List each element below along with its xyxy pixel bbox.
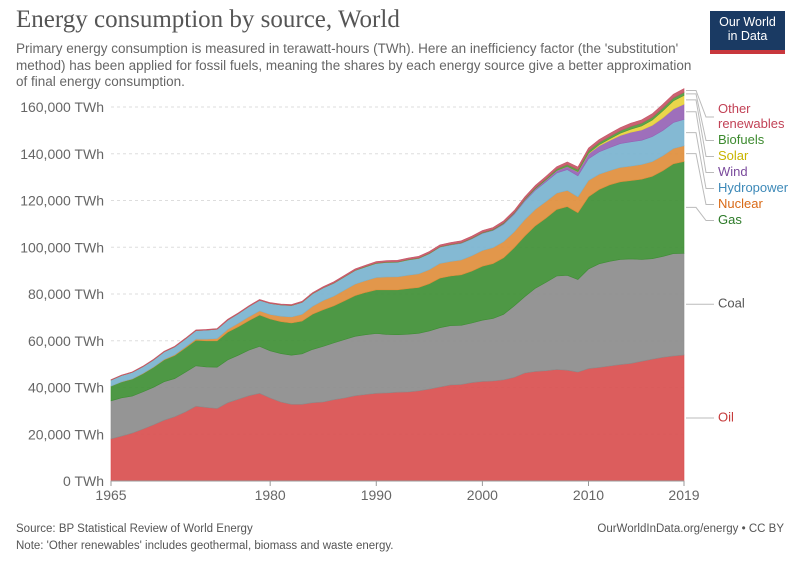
label-leader-hydropower	[686, 132, 714, 189]
y-axis-ticks: 0 TWh 20,000 TWh 40,000 TWh 60,000 TWh 80,00…	[20, 99, 104, 489]
label-leader-other-renewables	[686, 90, 714, 118]
y-tick-label: 120,000 TWh	[20, 193, 104, 209]
y-tick-label: 100,000 TWh	[20, 239, 104, 255]
area-other-renewables[interactable]	[110, 88, 685, 381]
series-label-wind[interactable]: Wind	[718, 164, 748, 179]
chart-title: Energy consumption by source, World	[16, 6, 400, 33]
y-tick-label: 40,000 TWh	[28, 380, 104, 396]
label-leader-nuclear	[686, 153, 714, 205]
logo-line-2: in Data	[727, 29, 768, 43]
x-tick-label: 1990	[361, 487, 392, 503]
x-tick-label: 2019	[668, 487, 699, 503]
credit-link[interactable]: OurWorldInData.org/energy • CC BY	[597, 523, 784, 535]
x-tick-label: 1965	[95, 487, 126, 503]
label-leader-biofuels	[686, 93, 714, 141]
x-axis: 1965 1980 1990 2000 2010 2019	[95, 480, 700, 503]
chart-subtitle: Primary energy consumption is measured i…	[16, 41, 692, 89]
y-tick-label: 80,000 TWh	[28, 286, 104, 302]
label-leader-gas	[686, 206, 714, 221]
label-leader-wind	[686, 111, 714, 173]
series-areas	[110, 88, 685, 482]
y-tick-label: 140,000 TWh	[20, 146, 104, 162]
source-note[interactable]: Source: BP Statistical Review of World E…	[16, 523, 253, 535]
series-label-biofuels[interactable]: Biofuels	[718, 132, 765, 147]
label-leader-solar	[686, 99, 714, 157]
y-tick-label: 160,000 TWh	[20, 99, 104, 115]
series-label-nuclear[interactable]: Nuclear	[718, 196, 763, 211]
logo-line-1: Our World	[719, 15, 776, 29]
series-label-coal[interactable]: Coal	[718, 296, 745, 311]
y-tick-label: 0 TWh	[63, 473, 104, 489]
series-label-oil[interactable]: Oil	[718, 410, 734, 425]
series-label-gas[interactable]: Gas	[718, 212, 742, 227]
series-labels: Other renewablesBiofuelsSolarWindHydropow…	[686, 90, 789, 425]
x-tick-label: 1980	[255, 487, 286, 503]
footnote: Note: 'Other renewables' includes geothe…	[16, 540, 394, 552]
series-label-hydropower[interactable]: Hydropower	[718, 180, 789, 195]
series-label-other-renewables[interactable]: Other renewables	[718, 101, 785, 131]
x-tick-label: 2000	[467, 487, 498, 503]
y-tick-label: 20,000 TWh	[28, 426, 104, 442]
x-tick-label: 2010	[573, 487, 604, 503]
series-label-solar[interactable]: Solar	[718, 148, 749, 163]
y-tick-label: 60,000 TWh	[28, 333, 104, 349]
owid-logo[interactable]: Our World in Data	[710, 11, 785, 54]
